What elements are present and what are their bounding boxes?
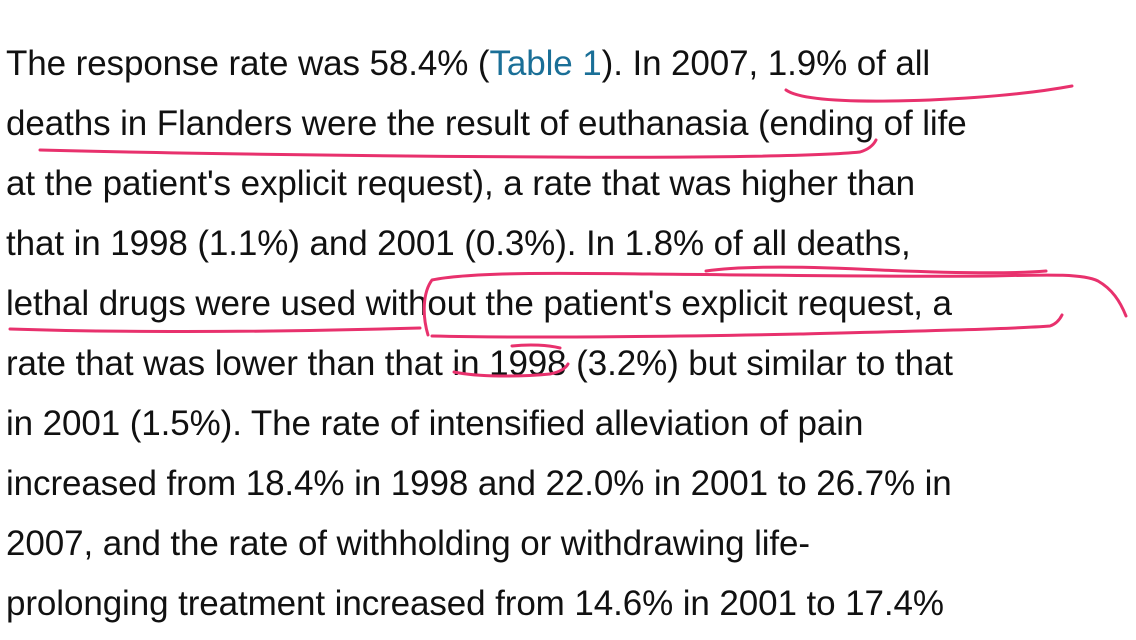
paragraph-line-3: at the patient's explicit request), a ra…	[6, 164, 915, 203]
paragraph-line-2: deaths in Flanders were the result of eu…	[6, 104, 967, 143]
paragraph-line-4: that in 1998 (1.1%) and 2001 (0.3%). In …	[6, 224, 911, 263]
line-1-text-after-link: ). In 2007, 1.9% of all	[601, 44, 931, 83]
paragraph-line-9: 2007, and the rate of withholding or wit…	[6, 524, 810, 563]
paragraph-line-5: lethal drugs were used without the patie…	[6, 284, 952, 323]
line-1-text-before-link: The response rate was 58.4% (	[6, 44, 490, 83]
paragraph-line-7: in 2001 (1.5%). The rate of intensified …	[6, 404, 864, 443]
article-paragraph: The response rate was 58.4% (Table 1). I…	[6, 34, 1134, 634]
paragraph-line-1: The response rate was 58.4% (Table 1). I…	[6, 34, 1134, 94]
paragraph-line-8: increased from 18.4% in 1998 and 22.0% i…	[6, 464, 952, 503]
table-1-link[interactable]: Table 1	[489, 44, 602, 83]
paragraph-line-6: rate that was lower than that in 1998 (3…	[6, 344, 953, 383]
paragraph-line-10: prolonging treatment increased from 14.6…	[6, 584, 944, 623]
